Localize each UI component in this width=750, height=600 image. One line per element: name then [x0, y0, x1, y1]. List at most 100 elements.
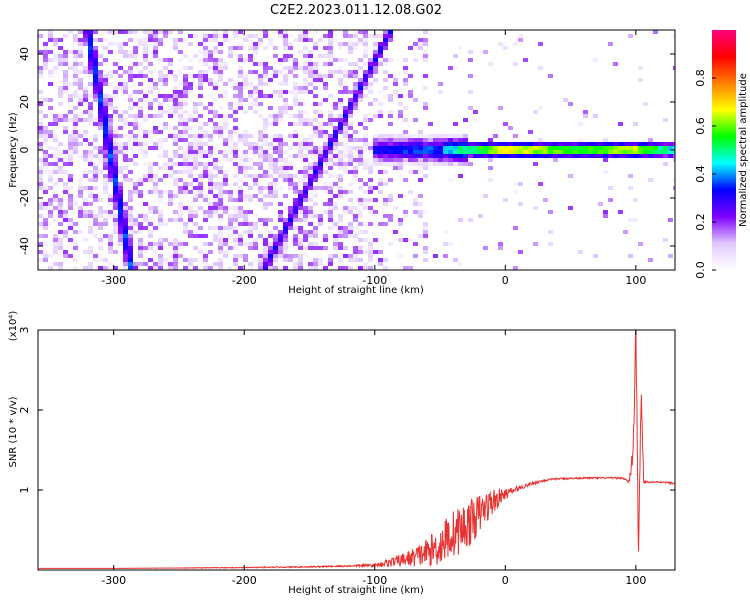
heatmap-cell	[213, 210, 218, 214]
heatmap-cell	[128, 78, 133, 82]
heatmap-cell	[283, 174, 288, 178]
heatmap-cell	[438, 134, 443, 138]
heatmap-cell	[408, 90, 413, 94]
heatmap-cell	[183, 110, 188, 114]
heatmap-cell	[203, 210, 208, 214]
heatmap-cell	[163, 154, 168, 158]
heatmap-cell	[348, 190, 353, 194]
heatmap-cell	[378, 102, 383, 106]
heatmap-cell	[168, 94, 173, 98]
heatmap-cell	[363, 146, 368, 150]
heatmap-cell	[98, 114, 103, 118]
heatmap-cell	[168, 262, 173, 266]
heatmap-cell	[323, 190, 328, 194]
heatmap-cell	[253, 70, 258, 74]
heatmap-cell	[43, 54, 48, 58]
heatmap-cell	[78, 54, 83, 58]
heatmap-cell	[198, 194, 203, 198]
heatmap-cell	[88, 50, 93, 54]
heatmap-cell	[278, 250, 283, 254]
heatmap-cell	[588, 146, 593, 150]
heatmap-cell	[63, 210, 68, 214]
heatmap-cell	[333, 182, 338, 186]
heatmap-cell	[98, 82, 103, 86]
heatmap-cell	[313, 62, 318, 66]
heatmap-cell	[368, 206, 373, 210]
heatmap-cell	[328, 258, 333, 262]
heatmap-cell	[303, 254, 308, 258]
heatmap-cell	[233, 206, 238, 210]
heatmap-cell	[508, 150, 513, 154]
heatmap-cell	[623, 142, 628, 146]
heatmap-cell	[253, 162, 258, 166]
heatmap-cell	[548, 210, 553, 214]
heatmap-cell	[53, 218, 58, 222]
heatmap-cell	[228, 46, 233, 50]
heatmap-cell	[378, 138, 383, 142]
heatmap-cell	[208, 182, 213, 186]
heatmap-cell	[388, 122, 393, 126]
heatmap-cell	[73, 198, 78, 202]
heatmap-cell	[143, 74, 148, 78]
heatmap-cell	[63, 86, 68, 90]
heatmap-cell	[73, 58, 78, 62]
heatmap-cell	[208, 170, 213, 174]
heatmap-cell	[588, 154, 593, 158]
heatmap-cell	[208, 226, 213, 230]
colorbar-label: Normalized spectral amplitude	[738, 73, 749, 227]
heatmap-cell	[333, 102, 338, 106]
heatmap-cell	[278, 134, 283, 138]
heatmap-cell	[403, 66, 408, 70]
heatmap-cell	[313, 78, 318, 82]
heatmap-cell	[398, 94, 403, 98]
heatmap-cell	[333, 162, 338, 166]
heatmap-cell	[533, 150, 538, 154]
heatmap-cell	[373, 138, 378, 142]
heatmap-cell	[143, 114, 148, 118]
heatmap-cell	[308, 122, 313, 126]
heatmap-cell	[653, 154, 658, 158]
heatmap-cell	[283, 106, 288, 110]
heatmap-cell	[198, 58, 203, 62]
heatmap-cell	[83, 150, 88, 154]
heatmap-cell	[198, 138, 203, 142]
heatmap-cell	[268, 194, 273, 198]
heatmap-cell	[298, 34, 303, 38]
heatmap-cell	[83, 154, 88, 158]
heatmap-cell	[198, 226, 203, 230]
heatmap-cell	[273, 254, 278, 258]
heatmap-cell	[363, 34, 368, 38]
heatmap-cell	[258, 102, 263, 106]
heatmap-cell	[183, 222, 188, 226]
heatmap-cell	[348, 222, 353, 226]
heatmap-cell	[318, 130, 323, 134]
heatmap-cell	[648, 150, 653, 154]
heatmap-cell	[148, 134, 153, 138]
heatmap-cell	[98, 122, 103, 126]
heatmap-cell	[158, 194, 163, 198]
heatmap-cell	[468, 90, 473, 94]
snr-series-line	[38, 330, 675, 569]
heatmap-cell	[143, 38, 148, 42]
heatmap-cell	[318, 78, 323, 82]
heatmap-cell	[593, 142, 598, 146]
heatmap-cell	[463, 138, 468, 142]
heatmap-cell	[483, 154, 488, 158]
heatmap-cell	[153, 98, 158, 102]
heatmap-cell	[278, 146, 283, 150]
heatmap-cell	[148, 170, 153, 174]
heatmap-cell	[173, 102, 178, 106]
heatmap-cell	[48, 186, 53, 190]
heatmap-cell	[128, 226, 133, 230]
heatmap-cell	[293, 234, 298, 238]
heatmap-cell	[593, 58, 598, 62]
heatmap-cell	[63, 198, 68, 202]
heatmap-cell	[233, 130, 238, 134]
heatmap-cell	[388, 34, 393, 38]
heatmap-cell	[93, 50, 98, 54]
heatmap-cell	[648, 146, 653, 150]
heatmap-cell	[263, 122, 268, 126]
heatmap-cell	[123, 246, 128, 250]
heatmap-cell	[218, 234, 223, 238]
heatmap-cell	[448, 154, 453, 158]
